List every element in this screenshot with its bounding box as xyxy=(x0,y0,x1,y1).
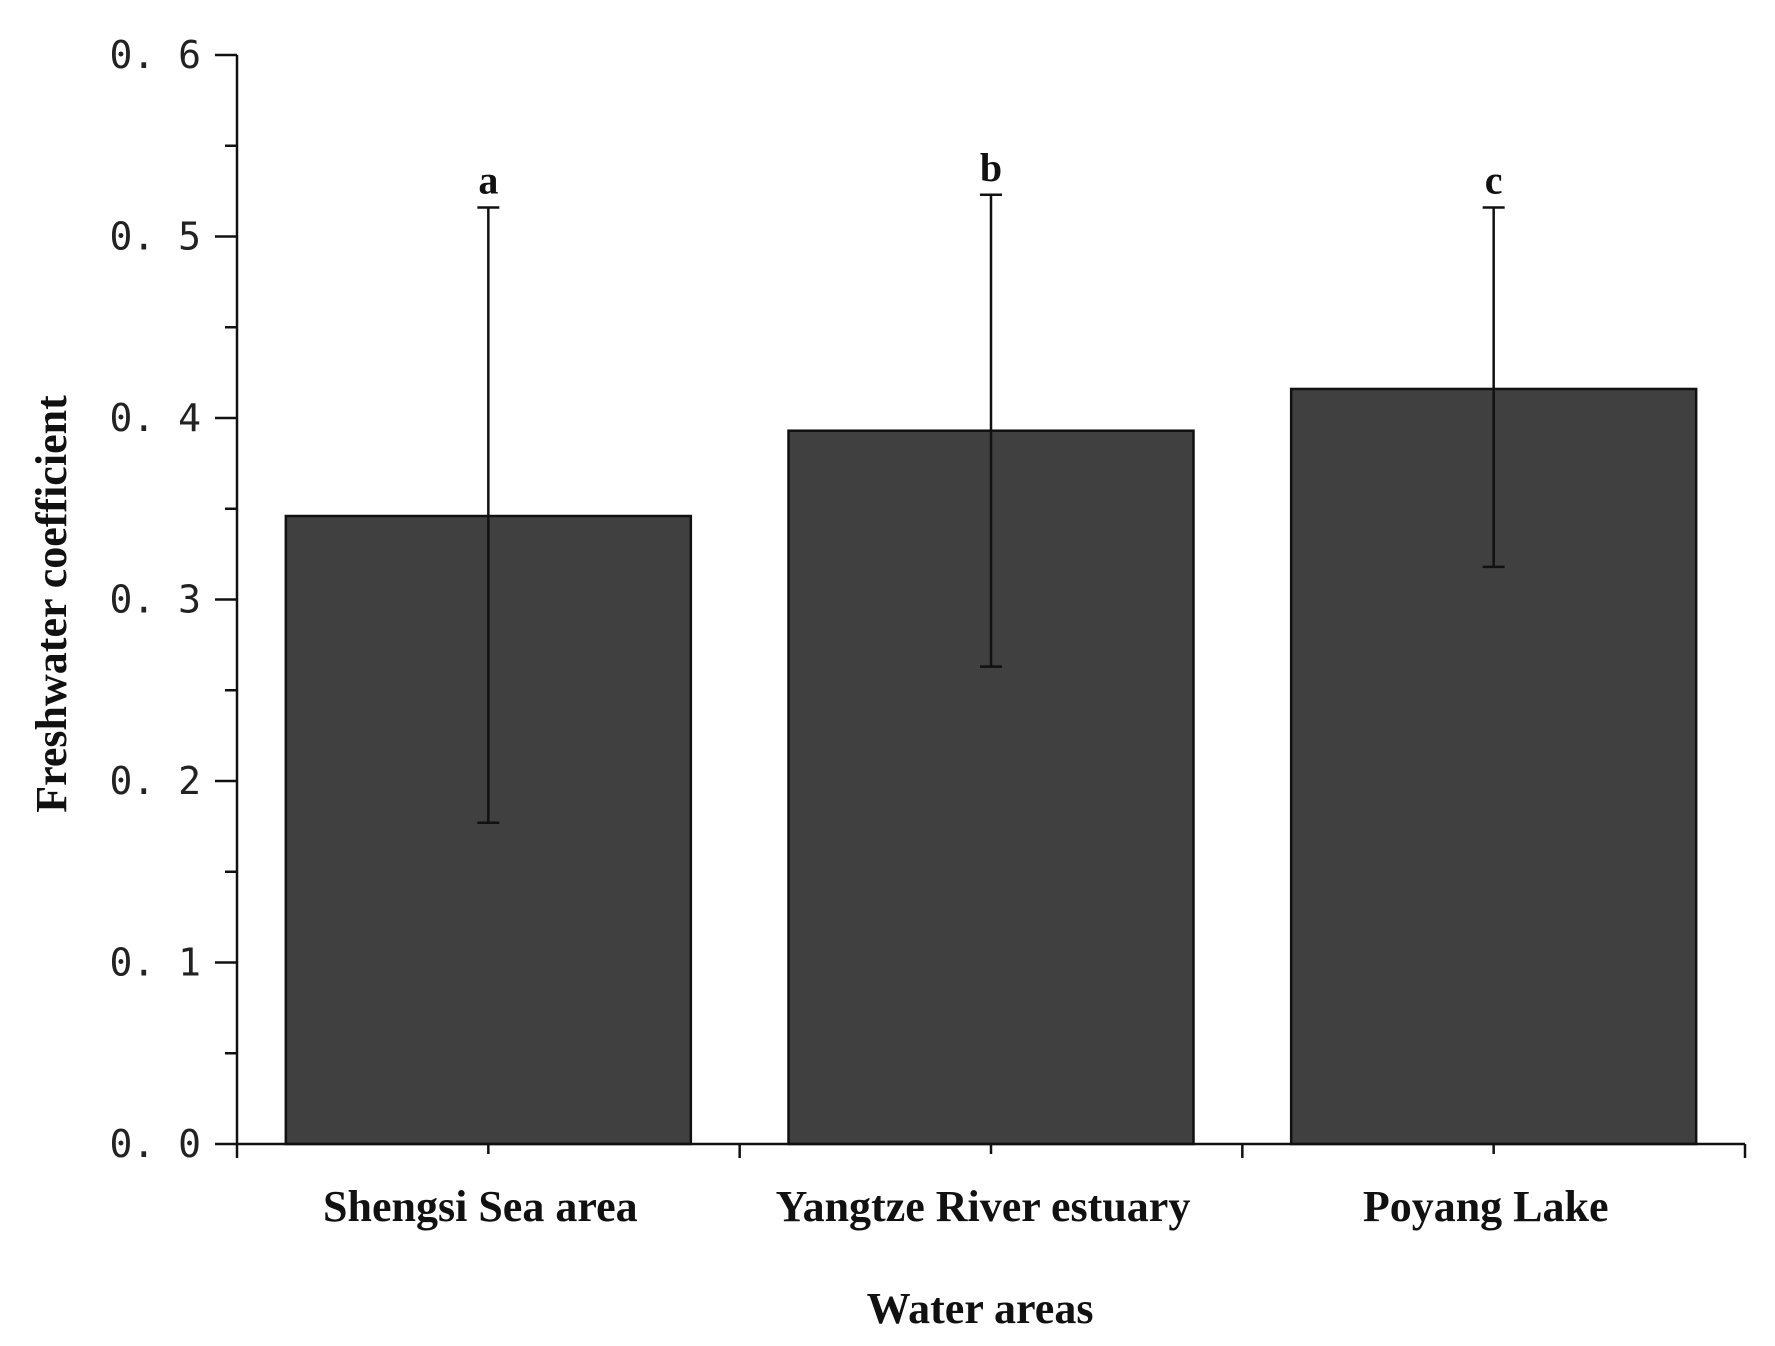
y-tick-label: 0. 0 xyxy=(109,1122,201,1166)
y-tick-label: 0. 5 xyxy=(109,215,201,259)
ticks-layer xyxy=(215,53,1747,1158)
error-bars-layer xyxy=(477,193,1505,824)
y-tick-label: 0. 4 xyxy=(109,396,201,440)
y-axis-title: Freshwater coefficient xyxy=(27,395,76,813)
x-axis-title: Water areas xyxy=(867,1284,1094,1333)
significance-label: c xyxy=(1485,157,1503,202)
significance-label: a xyxy=(478,157,498,202)
y-tick-label: 0. 2 xyxy=(109,759,201,803)
x-category-label: Shengsi Sea area xyxy=(323,1182,638,1231)
y-tick-label: 0. 6 xyxy=(109,33,201,77)
x-category-label: Yangtze River estuary xyxy=(776,1182,1191,1231)
significance-label: b xyxy=(980,145,1002,190)
y-tick-label: 0. 1 xyxy=(109,941,201,985)
x-category-label: Poyang Lake xyxy=(1363,1182,1609,1231)
y-tick-label: 0. 3 xyxy=(109,578,201,622)
labels-layer: 0. 0 0. 1 0. 2 0. 3 0. 4 0. 5 0. 6 a Shengsi Sea… xyxy=(109,33,1608,1231)
